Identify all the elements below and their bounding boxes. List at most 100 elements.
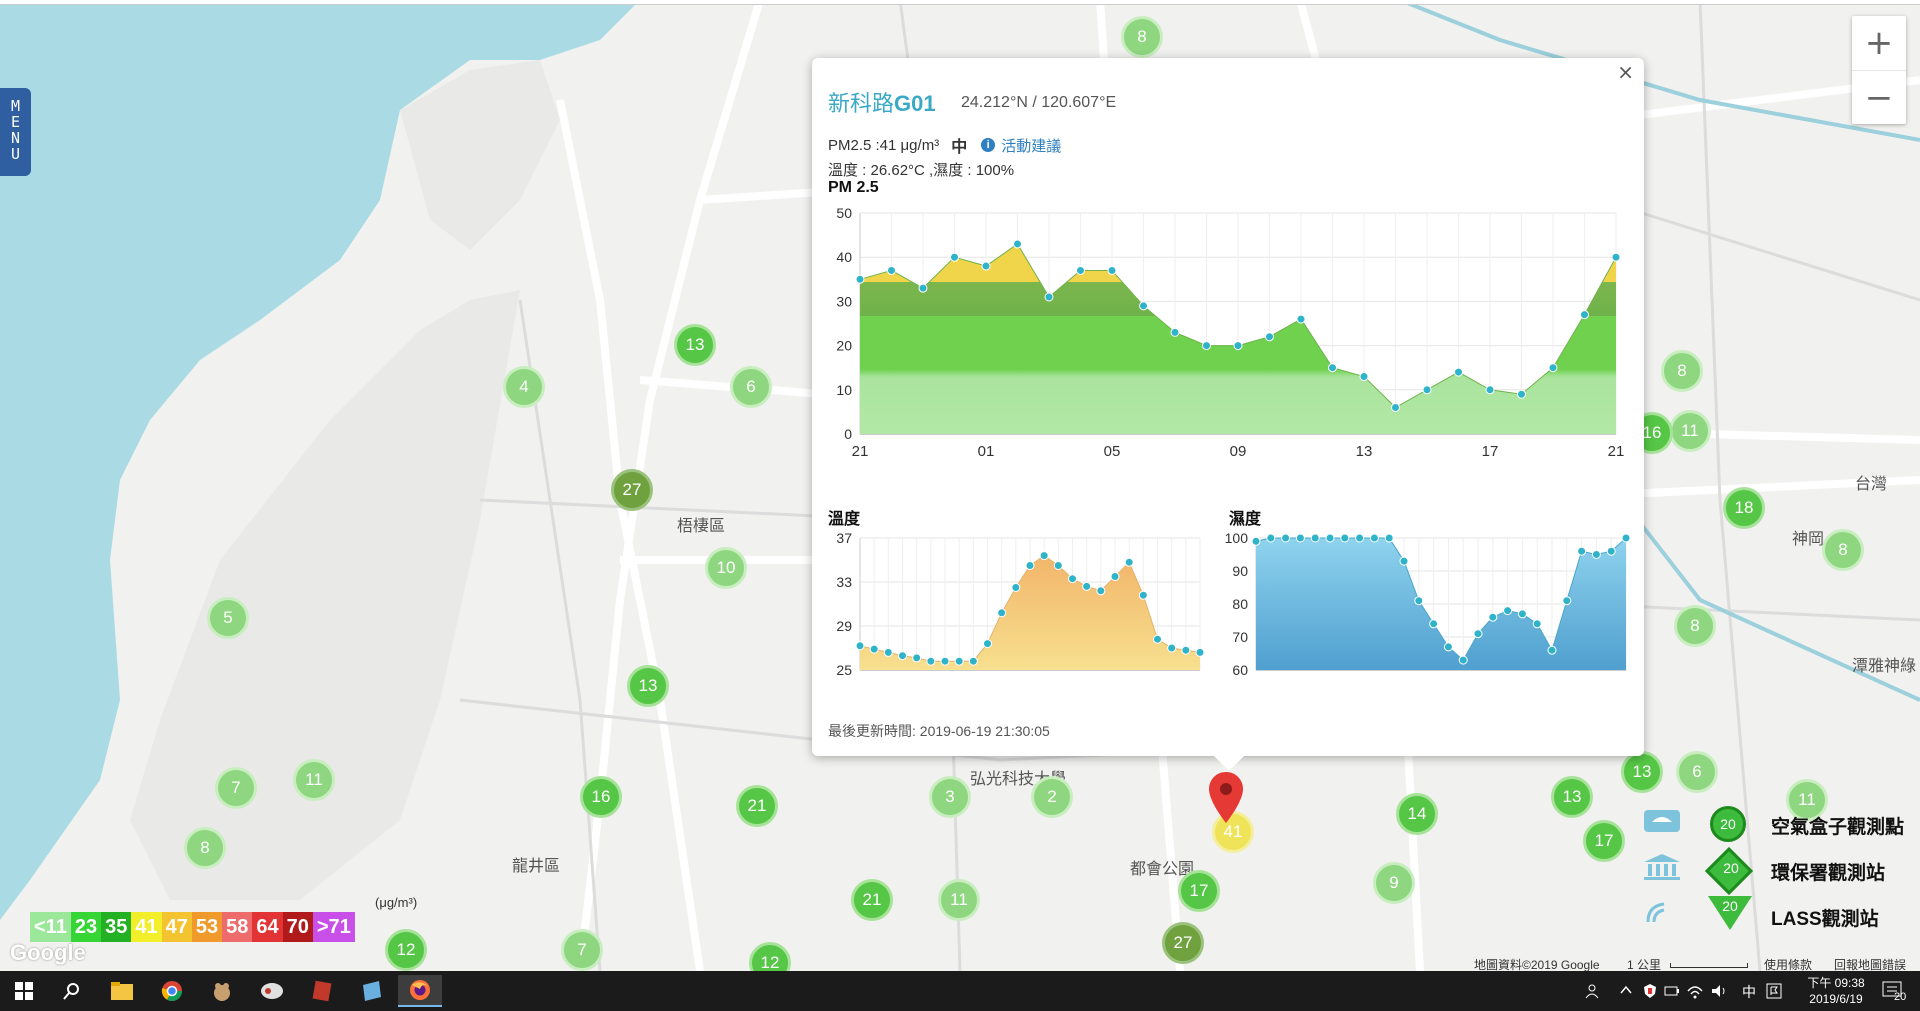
data-point [1422, 385, 1432, 395]
sensor-marker[interactable]: 10 [705, 547, 747, 589]
clock-date[interactable]: 2019/6/19 [1809, 992, 1863, 1006]
data-point [1153, 634, 1162, 644]
app-button-3[interactable] [302, 975, 342, 1007]
app-button-4[interactable] [352, 975, 392, 1007]
sensor-marker[interactable]: 8 [1121, 16, 1163, 58]
sensor-marker[interactable]: 11 [1786, 779, 1828, 821]
clock-time[interactable]: 下午 09:38 [1807, 976, 1865, 990]
data-point [1251, 536, 1261, 546]
y-tick-label: 33 [836, 574, 852, 590]
file-explorer-button[interactable] [102, 975, 142, 1007]
place-label-duhui: 都會公園 [1130, 861, 1195, 878]
data-point [1138, 590, 1148, 600]
sensor-marker[interactable]: 8 [1674, 605, 1716, 647]
sensor-marker[interactable]: 11 [293, 759, 335, 801]
data-point [1611, 252, 1621, 262]
data-point [1139, 301, 1148, 311]
windows-taskbar: 中 下午 09:38 2019/6/19 20 [0, 971, 1920, 1011]
sensor-marker[interactable]: 21 [851, 879, 893, 921]
location-pin-icon[interactable] [1208, 772, 1244, 824]
sensor-marker[interactable]: 13 [627, 665, 669, 707]
info-icon[interactable]: i [981, 138, 996, 152]
sensor-marker[interactable]: 18 [1723, 487, 1765, 529]
sensor-marker[interactable]: 13 [674, 324, 716, 366]
terms-link[interactable]: 使用條款 [1764, 958, 1813, 972]
data-point [1202, 341, 1211, 351]
wifi-icon[interactable] [1686, 983, 1704, 999]
app-button-1[interactable] [202, 975, 242, 1007]
firefox-button[interactable] [398, 975, 442, 1007]
legend-bin: 47 [161, 912, 192, 942]
sensor-marker[interactable]: 8 [1822, 529, 1864, 571]
sensor-marker[interactable]: 27 [611, 469, 653, 511]
menu-toggle-button[interactable]: M E N U [0, 88, 31, 176]
sensor-marker[interactable]: 8 [1661, 350, 1703, 392]
airbox-label: 空氣盒子觀測點 [1771, 817, 1905, 838]
people-icon[interactable] [1584, 983, 1600, 999]
volume-icon[interactable] [1710, 983, 1728, 999]
activity-advice-link[interactable]: 活動建議 [1001, 137, 1062, 155]
battery-icon[interactable] [1664, 984, 1680, 998]
sensor-marker[interactable]: 6 [730, 366, 772, 408]
sensor-marker[interactable]: 11 [1669, 410, 1711, 452]
menu-letter: M [10, 97, 21, 115]
x-tick-label: 05 [1104, 443, 1121, 460]
place-label-taiwan: 台灣 [1855, 476, 1888, 493]
data-point [855, 274, 865, 284]
scale-label[interactable]: 1 公里 [1627, 958, 1662, 972]
legend-row-lass[interactable]: 20 LASS觀測站 [1640, 892, 1920, 938]
data-point [1369, 533, 1379, 543]
zoom-out-button[interactable]: − [1864, 78, 1894, 118]
data-point [1013, 239, 1022, 249]
sensor-marker[interactable]: 5 [207, 597, 249, 639]
sensor-marker[interactable]: 14 [1396, 793, 1438, 835]
sensor-marker[interactable]: 13 [1551, 776, 1593, 818]
sensor-marker[interactable]: 9 [1373, 862, 1415, 904]
data-point [1325, 533, 1335, 543]
x-tick-label: 13 [1356, 443, 1373, 460]
sensor-marker[interactable]: 3 [929, 776, 971, 818]
sensor-marker[interactable]: 11 [938, 879, 980, 921]
sea-area [0, 0, 640, 920]
sensor-marker[interactable]: 13 [1621, 751, 1663, 793]
browser-top-edge [0, 0, 1920, 5]
windows-start-button[interactable] [4, 975, 44, 1007]
y-tick-label: 37 [836, 530, 852, 546]
legend-bin: 64 [252, 912, 283, 942]
legend-row-airbox[interactable]: 20 空氣盒子觀測點 [1640, 800, 1920, 846]
close-popup-button[interactable]: × [1617, 60, 1634, 84]
report-error-link[interactable]: 回報地圖錯誤 [1834, 958, 1907, 972]
y-tick-label: 25 [836, 662, 852, 678]
sensor-marker[interactable]: 6 [1676, 751, 1718, 793]
selected-sensor-marker[interactable]: 41 [1212, 811, 1254, 853]
y-tick-label: 100 [1225, 530, 1249, 546]
zoom-in-button[interactable]: + [1852, 16, 1906, 71]
notification-center-icon[interactable] [1882, 981, 1904, 1001]
ime-indicator[interactable]: 中 [1742, 984, 1756, 1000]
sensor-marker[interactable]: 2 [1031, 776, 1073, 818]
chevron-up-icon[interactable] [1620, 985, 1632, 995]
place-label-wuqi: 梧棲區 [677, 518, 726, 535]
sensor-marker[interactable]: 7 [561, 929, 603, 971]
sensor-marker[interactable]: 17 [1178, 870, 1220, 912]
sensor-marker[interactable]: 4 [503, 366, 545, 408]
data-point [1295, 533, 1305, 543]
action-flag-icon[interactable] [1766, 983, 1782, 999]
sensor-marker[interactable]: 7 [215, 767, 257, 809]
app-button-2[interactable] [252, 975, 292, 1007]
sensor-marker[interactable]: 27 [1162, 922, 1204, 964]
legend-row-epa[interactable]: 20 環保署觀測站 [1640, 846, 1920, 896]
lass-triangle-sample [1708, 896, 1752, 930]
sensor-marker[interactable]: 8 [184, 827, 226, 869]
security-shield-icon[interactable] [1642, 983, 1658, 999]
search-button[interactable] [52, 975, 92, 1007]
data-point [1547, 645, 1557, 655]
data-point [940, 656, 950, 666]
legend-bin: 53 [191, 912, 223, 942]
sensor-marker[interactable]: 16 [580, 776, 622, 818]
sensor-marker[interactable]: 21 [736, 785, 778, 827]
chrome-button[interactable] [152, 975, 192, 1007]
sensor-marker[interactable]: 12 [385, 929, 427, 971]
data-point [869, 644, 879, 654]
sensor-marker[interactable]: 17 [1583, 820, 1625, 862]
